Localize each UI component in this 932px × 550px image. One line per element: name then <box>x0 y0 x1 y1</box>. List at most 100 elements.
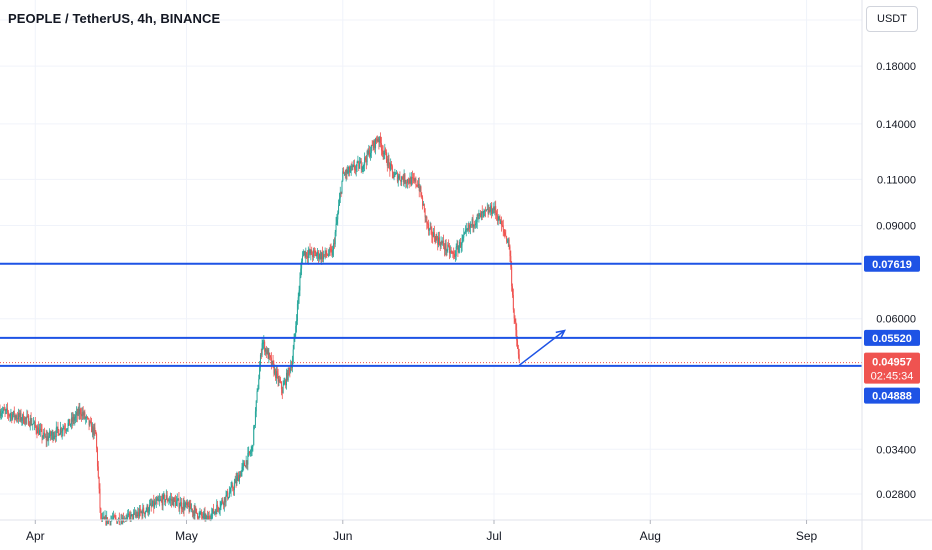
candle-body <box>97 466 99 478</box>
candle-body <box>291 366 293 368</box>
candle-body <box>128 513 130 516</box>
candle-body <box>150 503 152 506</box>
candle-body <box>474 224 476 226</box>
candle-body <box>147 505 149 513</box>
candle-body <box>511 286 513 295</box>
candle-body <box>22 414 24 420</box>
candle-body <box>410 177 412 186</box>
candle-body <box>65 429 67 431</box>
candle-body <box>24 417 26 424</box>
candle-body <box>168 500 170 502</box>
candle-body <box>218 509 220 511</box>
candle-body <box>290 366 292 372</box>
candle-body <box>284 380 286 384</box>
candle-body <box>430 227 432 229</box>
candle-body <box>48 436 50 441</box>
candle-body <box>480 213 482 218</box>
candle-body <box>478 214 480 216</box>
candle-body <box>191 508 193 510</box>
candle-body <box>388 158 390 164</box>
trend-arrow[interactable] <box>518 329 566 366</box>
candle-body <box>186 502 188 505</box>
candle-body <box>416 184 418 186</box>
y-tick-label: 0.14000 <box>876 119 916 131</box>
candle-body <box>389 163 391 170</box>
candle-body <box>188 506 190 512</box>
candle-body <box>87 417 89 419</box>
candle-body <box>239 474 241 477</box>
candle-body <box>99 488 101 509</box>
candle-body <box>262 342 264 344</box>
candle-body <box>247 452 249 465</box>
candle-body <box>238 475 240 482</box>
candle-body <box>302 252 304 257</box>
candle-body <box>65 429 67 431</box>
candle-body <box>250 450 252 453</box>
candle-body <box>286 372 288 381</box>
y-tick-label: 0.18000 <box>876 61 916 73</box>
candle-body <box>223 497 225 506</box>
trend-arrow-head <box>555 329 566 339</box>
candle-body <box>180 502 182 509</box>
candle-body <box>0 414 2 417</box>
candle-body <box>43 432 45 437</box>
candle-body <box>457 246 459 253</box>
candle-body <box>193 511 195 517</box>
symbol-title: PEOPLE / TetherUS, 4h, BINANCE <box>8 11 221 26</box>
candle-body <box>375 138 377 149</box>
candle-body <box>313 250 315 252</box>
candle-body <box>417 185 419 187</box>
price-axis[interactable] <box>862 0 932 550</box>
candle-body <box>328 254 330 256</box>
candle-body <box>46 436 48 441</box>
candle-body <box>301 256 303 262</box>
candle-body <box>28 415 30 426</box>
candle-body <box>346 169 348 174</box>
candle-body <box>139 508 141 512</box>
candle-body <box>319 253 321 258</box>
candle-body <box>182 502 184 510</box>
candle-body <box>480 211 482 218</box>
candle-body <box>94 427 96 431</box>
candle-body <box>53 436 55 440</box>
candle-body <box>393 176 395 179</box>
candle-body <box>312 250 314 257</box>
candle-body <box>300 268 302 278</box>
candle-body <box>308 249 310 253</box>
currency-button[interactable]: USDT <box>866 6 918 32</box>
candle-body <box>443 246 445 250</box>
candle-body <box>224 497 226 503</box>
candle-body <box>112 515 114 520</box>
candle-body <box>433 232 435 237</box>
candle-body <box>506 241 508 243</box>
candle-body <box>86 416 88 418</box>
candle-body <box>64 428 66 430</box>
candle-body <box>396 173 398 182</box>
candle-body <box>440 241 442 247</box>
candle-body <box>207 516 209 520</box>
candle-body <box>343 173 345 175</box>
candle-body <box>93 427 95 435</box>
candle-body <box>464 230 466 233</box>
bar-countdown-label: 02:45:34 <box>871 371 914 383</box>
candle-body <box>296 320 298 327</box>
candle-body <box>476 214 478 222</box>
candle-body <box>331 249 333 256</box>
candle-body <box>105 516 107 526</box>
candle-body <box>274 369 276 374</box>
candle-body <box>30 418 32 425</box>
candle-body <box>180 502 182 507</box>
candle-body <box>201 512 203 516</box>
candle-body <box>152 500 154 506</box>
candle-body <box>123 521 125 523</box>
candle-body <box>266 349 268 354</box>
candle-body <box>157 498 159 501</box>
candle-body <box>84 412 86 419</box>
candle-body <box>70 424 72 426</box>
candle-body <box>512 294 514 310</box>
candle-body <box>235 479 237 484</box>
candle-body <box>307 252 309 258</box>
candle-body <box>379 136 381 143</box>
candle-body <box>143 507 145 513</box>
